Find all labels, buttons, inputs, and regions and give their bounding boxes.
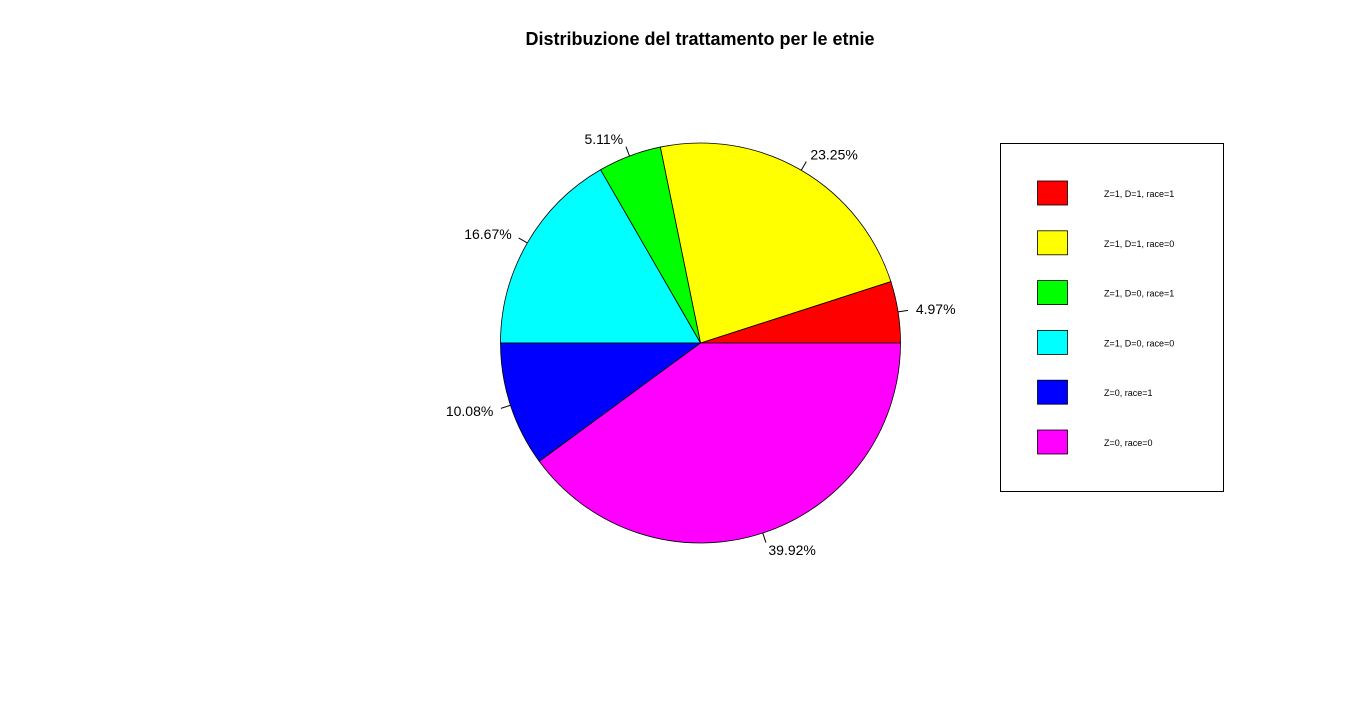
legend-label: Z=1, D=1, race=0 [1104, 239, 1174, 249]
legend-swatch [1037, 429, 1068, 455]
legend: Z=1, D=1, race=1 Z=1, D=1, race=0 Z=1, D=0… [1000, 143, 1224, 492]
pie-slice [500, 342, 702, 462]
legend-swatch [1037, 329, 1068, 355]
legend-swatch [1037, 230, 1068, 256]
legend-label: Z=1, D=1, race=1 [1104, 189, 1174, 199]
legend-label: Z=0, race=1 [1104, 388, 1153, 398]
slice-percent-label: 4.97% [916, 301, 956, 317]
slice-percent-label: 10.08% [446, 403, 493, 419]
slice-percent-label: 5.11% [584, 131, 623, 147]
label-tick [500, 404, 511, 409]
pie-slices [500, 142, 901, 544]
chart-title: Distribuzione del trattamento per le etn… [525, 29, 874, 49]
slice-percent-label: 16.67% [464, 226, 511, 242]
legend-label: Z=0, race=0 [1104, 438, 1153, 448]
slice-percent-label: 23.25% [810, 147, 857, 163]
label-tick [800, 161, 807, 171]
legend-label: Z=1, D=0, race=0 [1104, 338, 1174, 348]
label-tick [625, 146, 630, 157]
pie-slice [659, 142, 892, 344]
label-tick [897, 309, 909, 313]
legend-swatch [1037, 379, 1068, 405]
legend-swatch [1037, 180, 1068, 206]
pie-slice [538, 342, 901, 544]
label-tick [762, 532, 767, 543]
legend-swatch [1037, 280, 1068, 306]
legend-label: Z=1, D=0, race=1 [1104, 289, 1174, 299]
pie-labels: 4.97% 23.25% 5.11% 16.67% 10.08% 39.92% [446, 131, 956, 558]
label-tick [518, 237, 528, 244]
slice-percent-label: 39.92% [768, 542, 815, 558]
